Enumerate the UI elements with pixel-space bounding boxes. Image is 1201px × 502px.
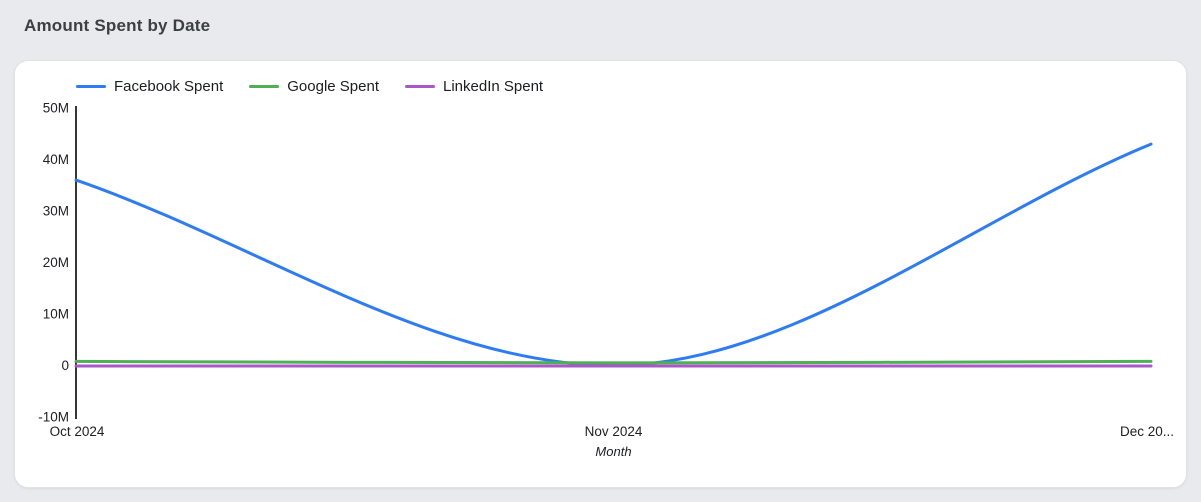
y-tick-label-10m: 10M — [43, 307, 69, 322]
legend-line-swatch — [405, 84, 435, 89]
legend-label: Facebook Spent — [114, 78, 224, 95]
y-tick-label-30m: 30M — [43, 204, 69, 219]
legend-label: LinkedIn Spent — [443, 78, 544, 95]
y-tick-label-50m: 50M — [43, 101, 69, 116]
x-axis-title: Month — [595, 444, 631, 459]
x-tick-label-oct-2024: Oct 2024 — [50, 424, 105, 439]
legend-item-linkedin-spent[interactable]: LinkedIn Spent — [405, 78, 543, 95]
page-title: Amount Spent by Date — [24, 16, 211, 35]
y-tick-label-0: 0 — [61, 358, 69, 373]
y-tick-label-20m: 20M — [43, 255, 69, 270]
y-tick-label--10m: -10M — [38, 410, 69, 425]
series-line-facebook-spent[interactable] — [74, 142, 1153, 367]
x-tick-label-dec-2024: Dec 20... — [1120, 424, 1174, 439]
x-tick-label-nov-2024: Nov 2024 — [585, 424, 643, 439]
chart-card: 50M 40M 30M 20M 10M 0 -10M Oct 2024 Nov 2024 Dec … — [14, 60, 1187, 488]
legend-item-facebook-spent[interactable]: Facebook Spent — [76, 78, 223, 95]
chart-legend: Facebook Spent Google Spent LinkedIn Spent — [76, 78, 543, 95]
y-tick-label-40m: 40M — [43, 152, 69, 167]
legend-label: Google Spent — [287, 78, 379, 95]
legend-item-google-spent[interactable]: Google Spent — [249, 78, 379, 95]
legend-line-swatch — [76, 84, 106, 89]
series-line-google-spent[interactable] — [74, 359, 1153, 365]
legend-line-swatch — [249, 84, 280, 89]
